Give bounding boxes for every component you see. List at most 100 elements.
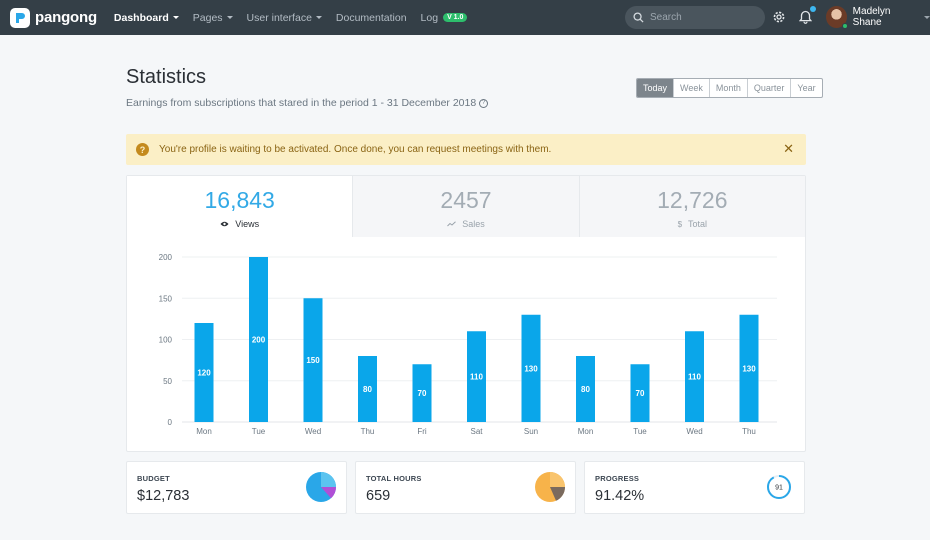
views-bar-chart: 0 50 100 150 200 120 Mon 200 Tue 150 Wed 80 Thu 70 Fri… bbox=[159, 253, 777, 436]
x-tick-label: Tue bbox=[252, 427, 266, 436]
search-icon bbox=[633, 12, 644, 23]
card-value: $12,783 bbox=[137, 488, 190, 504]
eye-icon bbox=[220, 220, 229, 229]
period-selector: Today Week Month Quarter Year bbox=[636, 78, 823, 98]
bar bbox=[630, 364, 650, 422]
chevron-down-icon bbox=[172, 16, 179, 19]
stat-label-text: Sales bbox=[462, 219, 485, 229]
bar-value-label: 70 bbox=[636, 389, 645, 398]
bar-value-label: 80 bbox=[363, 385, 372, 394]
total-hours-card: TOTAL HOURS 659 bbox=[355, 461, 576, 514]
bar-value-label: 200 bbox=[252, 336, 266, 345]
help-icon[interactable]: ? bbox=[479, 98, 489, 108]
bar bbox=[412, 364, 432, 422]
trend-up-icon bbox=[447, 220, 457, 229]
x-tick-label: Wed bbox=[686, 427, 702, 436]
nav-label: Log bbox=[420, 11, 439, 24]
progress-ring: 91 bbox=[767, 475, 791, 499]
period-button-week[interactable]: Week bbox=[673, 79, 709, 97]
user-menu[interactable]: Madelyn Shane bbox=[826, 6, 930, 29]
activation-alert: ? You're profile is waiting to be activa… bbox=[126, 134, 806, 165]
page-title: Statistics bbox=[126, 66, 207, 88]
top-navbar: pangong Dashboard Pages User interface D… bbox=[0, 0, 930, 35]
bar-value-label: 150 bbox=[306, 356, 320, 365]
search-input[interactable] bbox=[650, 12, 755, 23]
bar-value-label: 70 bbox=[418, 389, 427, 398]
hours-pie-chart bbox=[535, 472, 566, 502]
user-name: Madelyn Shane bbox=[852, 6, 891, 28]
x-tick-label: Mon bbox=[578, 427, 594, 436]
alert-text: You're profile is waiting to be activate… bbox=[159, 144, 552, 155]
y-tick-label: 50 bbox=[163, 377, 172, 386]
nav-item-user-interface[interactable]: User interface bbox=[240, 0, 329, 35]
card-value: 91.42% bbox=[595, 488, 645, 504]
nav-item-documentation[interactable]: Documentation bbox=[329, 0, 414, 35]
bar bbox=[194, 323, 214, 422]
page-subtitle: Earnings from subscriptions that stared … bbox=[126, 97, 489, 109]
progress-card: PROGRESS 91.42% 91 bbox=[584, 461, 805, 514]
y-tick-label: 150 bbox=[159, 294, 173, 303]
stat-tab-total[interactable]: 12,726 $ Total bbox=[578, 176, 805, 237]
period-button-quarter[interactable]: Quarter bbox=[746, 79, 791, 97]
stat-label: Sales bbox=[447, 219, 485, 229]
statistics-card: 16,843 Views 2457 Sales 12,726 $ Total bbox=[126, 175, 806, 452]
nav-label: Pages bbox=[192, 11, 223, 24]
nav-item-log[interactable]: Log V 1.0 bbox=[414, 0, 475, 35]
bar bbox=[358, 356, 377, 422]
card-label: TOTAL HOURS bbox=[366, 474, 422, 483]
nav-label: User interface bbox=[246, 11, 312, 24]
brand-name: pangong bbox=[35, 9, 97, 26]
period-button-year[interactable]: Year bbox=[790, 79, 821, 97]
x-tick-label: Tue bbox=[633, 427, 647, 436]
close-icon[interactable]: ✕ bbox=[783, 141, 794, 156]
stat-tab-views[interactable]: 16,843 Views bbox=[127, 176, 353, 237]
nav-item-dashboard[interactable]: Dashboard bbox=[107, 0, 186, 35]
gear-icon[interactable] bbox=[771, 9, 787, 25]
stat-tab-sales[interactable]: 2457 Sales bbox=[352, 176, 579, 237]
chevron-down-icon bbox=[315, 16, 322, 19]
main-nav: Dashboard Pages User interface Documenta… bbox=[107, 0, 475, 35]
brand-logo[interactable]: pangong bbox=[10, 7, 97, 28]
bar-value-label: 110 bbox=[470, 373, 483, 382]
search-box[interactable] bbox=[625, 6, 765, 29]
bar-value-label: 130 bbox=[742, 364, 756, 373]
bar-value-label: 80 bbox=[581, 385, 590, 394]
y-tick-label: 100 bbox=[159, 336, 173, 345]
stat-value: 2457 bbox=[440, 187, 492, 213]
bar-value-label: 110 bbox=[688, 373, 701, 382]
stat-label: Views bbox=[220, 219, 259, 229]
stat-label-text: Total bbox=[688, 219, 708, 229]
nav-label: Documentation bbox=[335, 11, 407, 24]
stat-value: 12,726 bbox=[657, 187, 728, 213]
bar bbox=[467, 331, 486, 422]
ring-value: 91 bbox=[775, 485, 783, 492]
x-tick-label: Sun bbox=[524, 427, 538, 436]
notification-dot bbox=[810, 6, 816, 12]
bar-value-label: 120 bbox=[197, 369, 211, 378]
bar bbox=[521, 314, 541, 422]
card-value: 659 bbox=[366, 488, 391, 504]
x-tick-label: Mon bbox=[196, 427, 212, 436]
card-label: PROGRESS bbox=[595, 474, 640, 483]
bar bbox=[739, 314, 759, 422]
period-button-today[interactable]: Today bbox=[637, 79, 674, 97]
bar bbox=[685, 331, 704, 422]
brand-icon bbox=[10, 7, 30, 28]
card-label: BUDGET bbox=[137, 474, 170, 483]
budget-pie-chart bbox=[306, 472, 336, 502]
bell-icon[interactable] bbox=[797, 6, 816, 25]
y-tick-label: 200 bbox=[159, 253, 173, 262]
bar bbox=[303, 298, 323, 422]
version-badge: V 1.0 bbox=[443, 13, 468, 22]
stat-label-text: Views bbox=[235, 219, 260, 229]
chevron-down-icon bbox=[924, 15, 930, 19]
bar-value-label: 130 bbox=[524, 364, 538, 373]
stat-label: $ Total bbox=[678, 219, 707, 229]
bar bbox=[249, 257, 268, 422]
stat-value: 16,843 bbox=[204, 187, 275, 213]
x-tick-label: Sat bbox=[470, 427, 483, 436]
period-button-month[interactable]: Month bbox=[708, 79, 747, 97]
x-tick-label: Thu bbox=[361, 427, 375, 436]
nav-item-pages[interactable]: Pages bbox=[186, 0, 240, 35]
online-status-dot bbox=[841, 23, 848, 29]
